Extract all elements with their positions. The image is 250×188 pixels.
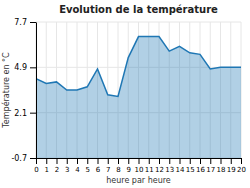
x-tick-label: 9 <box>127 166 131 174</box>
x-tick: 8 <box>116 158 120 174</box>
x-tick-mark <box>118 158 119 164</box>
x-tick: 1 <box>45 158 49 174</box>
y-tick-label: 2.1 <box>14 109 27 118</box>
y-tick-mark <box>30 22 36 23</box>
x-tick: 4 <box>75 158 80 174</box>
x-tick: 11 <box>145 158 154 174</box>
x-tick-mark <box>46 158 47 164</box>
x-tick-mark <box>36 158 37 164</box>
x-axis-title: heure par heure <box>106 176 171 185</box>
x-tick: 9 <box>127 158 131 174</box>
x-tick-label: 0 <box>34 166 38 174</box>
x-tick-label: 10 <box>135 166 144 174</box>
x-tick-label: 13 <box>165 166 174 174</box>
title: Evolution de la température <box>59 4 218 15</box>
x-tick: 16 <box>196 158 205 174</box>
x-tick-mark <box>221 158 222 164</box>
x-tick-mark <box>98 158 99 164</box>
x-tick-label: 3 <box>65 166 69 174</box>
x-axis: 01234567891011121314151617181920 <box>34 158 246 174</box>
y-axis-line <box>36 23 37 159</box>
x-grid-line <box>36 22 37 158</box>
y-tick-label: 7.7 <box>14 18 27 27</box>
x-tick-label: 15 <box>186 166 195 174</box>
x-tick: 2 <box>55 158 59 174</box>
y-tick-label: 4.9 <box>14 63 27 72</box>
x-tick-label: 4 <box>75 166 80 174</box>
x-tick-label: 11 <box>145 166 154 174</box>
x-tick: 7 <box>106 158 110 174</box>
y-tick-mark <box>30 113 36 114</box>
x-tick-label: 14 <box>176 166 185 174</box>
line <box>36 37 241 97</box>
x-tick-label: 16 <box>196 166 205 174</box>
x-tick-label: 18 <box>217 166 226 174</box>
y-tick-mark <box>30 67 36 68</box>
x-tick-label: 8 <box>116 166 120 174</box>
x-tick-label: 12 <box>155 166 164 174</box>
x-tick-mark <box>180 158 181 164</box>
y-tick: 4.9 <box>14 63 36 72</box>
x-tick-label: 19 <box>227 166 236 174</box>
x-tick-label: 17 <box>206 166 215 174</box>
x-tick-label: 6 <box>96 166 101 174</box>
chart: 01234567891011121314151617181920-0.72.14… <box>0 0 250 188</box>
x-tick-mark <box>77 158 78 164</box>
x-tick-mark <box>57 158 58 164</box>
x-tick-mark <box>231 158 232 164</box>
x-tick-mark <box>200 158 201 164</box>
x-tick: 15 <box>186 158 195 174</box>
x-tick: 12 <box>155 158 164 174</box>
y-tick-mark <box>30 158 36 159</box>
x-tick: 18 <box>217 158 226 174</box>
x-tick-mark <box>108 158 109 164</box>
y-axis: -0.7 2.1 4.9 7.7 <box>11 18 36 163</box>
grid <box>36 22 241 158</box>
x-tick-mark <box>128 158 129 164</box>
plot-area <box>36 37 241 158</box>
x-tick-label: 1 <box>45 166 49 174</box>
x-tick: 17 <box>206 158 215 174</box>
x-tick: 20 <box>237 158 246 174</box>
x-tick: 6 <box>96 158 101 174</box>
x-tick-label: 7 <box>106 166 110 174</box>
x-tick: 13 <box>165 158 174 174</box>
y-tick-label: -0.7 <box>11 154 27 163</box>
x-tick: 0 <box>34 158 38 174</box>
x-tick: 19 <box>227 158 236 174</box>
x-tick: 5 <box>86 158 90 174</box>
x-tick-label: 2 <box>55 166 59 174</box>
y-grid-line <box>36 22 241 23</box>
x-tick-mark <box>67 158 68 164</box>
x-tick-label: 5 <box>86 166 90 174</box>
x-tick-mark <box>87 158 88 164</box>
x-tick-mark <box>149 158 150 164</box>
x-tick: 14 <box>176 158 185 174</box>
x-tick-mark <box>159 158 160 164</box>
area <box>36 37 241 158</box>
x-tick-mark <box>169 158 170 164</box>
x-tick-mark <box>210 158 211 164</box>
x-tick: 10 <box>135 158 144 174</box>
x-tick-label: 20 <box>237 166 246 174</box>
x-tick-mark <box>241 158 242 164</box>
x-tick: 3 <box>65 158 69 174</box>
y-tick: 7.7 <box>14 18 36 27</box>
y-tick: 2.1 <box>14 109 36 118</box>
x-tick-mark <box>139 158 140 164</box>
y-axis-title: Température en °C <box>1 52 11 129</box>
y-tick: -0.7 <box>11 154 36 163</box>
x-tick-mark <box>190 158 191 164</box>
